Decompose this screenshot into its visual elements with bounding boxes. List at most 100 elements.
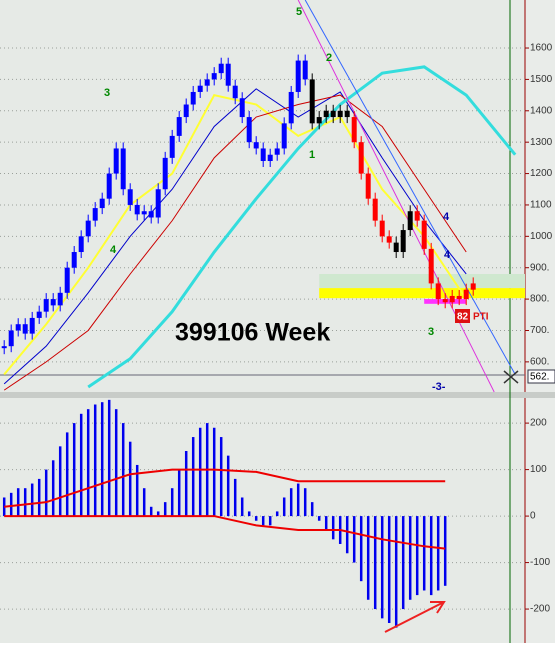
histogram-bar bbox=[282, 497, 286, 517]
histogram-bar bbox=[219, 437, 223, 517]
price-bar bbox=[386, 236, 392, 243]
wave-label: -3- bbox=[432, 381, 446, 393]
price-bar bbox=[211, 73, 217, 80]
price-bar bbox=[232, 85, 238, 99]
price-bar bbox=[302, 60, 308, 80]
price-bar bbox=[267, 154, 273, 162]
price-bar bbox=[169, 135, 175, 158]
price-bar bbox=[449, 295, 455, 303]
y-tick-label: -200 bbox=[530, 604, 550, 615]
price-bar bbox=[134, 204, 140, 215]
chart-title: 399106 Week bbox=[175, 319, 330, 347]
price-bar bbox=[141, 211, 147, 215]
cross-marker bbox=[503, 370, 519, 384]
price-bar bbox=[288, 91, 294, 124]
price-bar bbox=[176, 117, 182, 136]
histogram-bar bbox=[93, 404, 97, 517]
wave-label: 1 bbox=[309, 149, 315, 161]
price-bar bbox=[365, 173, 371, 199]
y-tick-label: 1300 bbox=[530, 137, 553, 148]
pti-label: PTI bbox=[473, 312, 489, 323]
price-bar bbox=[372, 198, 378, 221]
price-bar bbox=[281, 123, 287, 149]
last-price: 562. bbox=[530, 372, 549, 383]
y-tick-label: 200 bbox=[530, 418, 547, 429]
histogram-bar bbox=[429, 516, 433, 596]
histogram-bar bbox=[359, 516, 363, 582]
price-bar bbox=[260, 148, 266, 162]
histogram-bar bbox=[401, 516, 405, 610]
y-tick-label: 900. bbox=[530, 262, 549, 273]
y-tick-label: -100 bbox=[530, 557, 550, 568]
histogram-bar bbox=[107, 399, 111, 517]
price-bar bbox=[50, 299, 56, 306]
last-price-box bbox=[527, 369, 555, 384]
histogram-bar bbox=[387, 516, 391, 624]
y-tick-label: 700. bbox=[530, 325, 549, 336]
histogram-bar bbox=[149, 506, 153, 517]
price-bar bbox=[414, 211, 420, 221]
price-bar bbox=[64, 267, 70, 293]
indicator-line bbox=[304, 0, 516, 375]
histogram-bar bbox=[352, 516, 356, 563]
histogram-bar bbox=[240, 497, 244, 517]
price-bar bbox=[323, 110, 329, 118]
price-bar bbox=[470, 283, 476, 290]
histogram-bar bbox=[324, 516, 328, 531]
histogram-bar bbox=[156, 511, 160, 517]
histogram-bar bbox=[142, 488, 146, 517]
indicator-line bbox=[3, 88, 467, 385]
histogram-bar bbox=[380, 516, 384, 619]
price-bar bbox=[8, 330, 14, 347]
histogram-bar bbox=[191, 437, 195, 517]
y-tick-label: 1400 bbox=[530, 105, 553, 116]
y-tick-label: 600. bbox=[530, 357, 549, 368]
wave-label: 4 bbox=[110, 244, 117, 256]
indicator-line bbox=[4, 515, 446, 550]
histogram-bar bbox=[247, 511, 251, 517]
axis-area bbox=[525, 0, 555, 643]
price-bar bbox=[148, 211, 154, 218]
histogram-bar bbox=[30, 483, 34, 517]
y-tick-label: 1500 bbox=[530, 74, 553, 85]
histogram-bar bbox=[86, 409, 90, 517]
price-bar bbox=[155, 189, 161, 218]
histogram-bar bbox=[198, 427, 202, 517]
histogram-bar bbox=[317, 516, 321, 521]
histogram-bar bbox=[394, 516, 398, 628]
wave-label: 2 bbox=[326, 52, 332, 64]
y-tick-label: 1200 bbox=[530, 168, 553, 179]
histogram-bar bbox=[9, 492, 13, 517]
histogram-bar bbox=[163, 502, 167, 517]
histogram-bar bbox=[275, 511, 279, 517]
pane-separator bbox=[0, 392, 555, 398]
histogram-bar bbox=[373, 516, 377, 610]
price-bar bbox=[99, 198, 105, 209]
price-bar bbox=[463, 289, 469, 300]
histogram-bar bbox=[100, 402, 104, 517]
price-bar bbox=[162, 157, 168, 190]
price-bar bbox=[253, 142, 259, 149]
histogram-bar bbox=[422, 516, 426, 591]
pti-box bbox=[455, 309, 470, 323]
price-bar bbox=[400, 230, 406, 253]
histogram-bar bbox=[366, 516, 370, 600]
histogram-bar bbox=[331, 516, 335, 540]
price-pane bbox=[0, 0, 525, 392]
price-bar bbox=[92, 208, 98, 221]
price-bar bbox=[57, 292, 63, 306]
histogram-bar bbox=[310, 502, 314, 517]
price-bar bbox=[225, 63, 231, 86]
histogram-bar bbox=[443, 516, 447, 586]
histogram-bar bbox=[79, 413, 83, 517]
price-bar bbox=[309, 79, 315, 124]
price-bar bbox=[15, 324, 21, 331]
price-bar bbox=[435, 283, 441, 300]
histogram-bar bbox=[226, 455, 230, 517]
price-bar bbox=[183, 104, 189, 118]
histogram-bar bbox=[51, 460, 55, 517]
price-bar bbox=[190, 91, 196, 105]
histogram-bar bbox=[261, 516, 265, 526]
histogram-bar bbox=[345, 516, 349, 554]
price-bar bbox=[456, 295, 462, 300]
